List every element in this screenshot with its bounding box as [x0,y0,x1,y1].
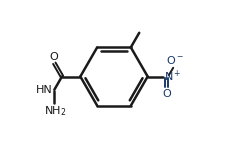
Text: O: O [49,52,58,62]
Text: O: O [161,89,170,99]
Text: N$^+$: N$^+$ [163,69,180,84]
Text: HN: HN [36,85,53,95]
Text: O$^-$: O$^-$ [165,54,183,66]
Text: NH$_2$: NH$_2$ [44,104,66,118]
